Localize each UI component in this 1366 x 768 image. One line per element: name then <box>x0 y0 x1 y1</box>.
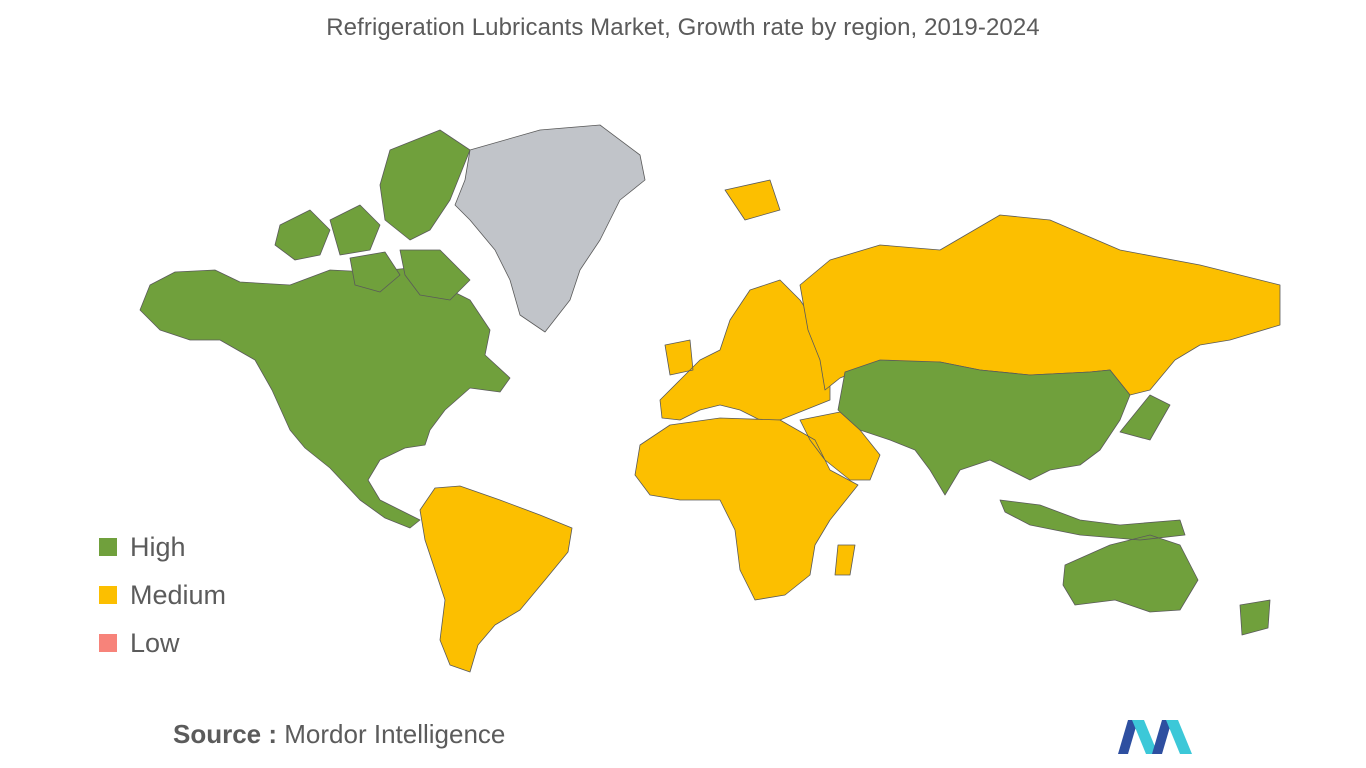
legend-label-high: High <box>130 531 186 562</box>
source-note: Source : Mordor Intelligence <box>173 719 505 750</box>
legend-label-medium: Medium <box>130 579 227 610</box>
legend-item-low: Low <box>99 619 226 667</box>
legend-label-low: Low <box>130 627 180 658</box>
region-middle-east-africa <box>634 411 881 601</box>
mordor-intelligence-logo <box>1118 720 1192 754</box>
source-name: Mordor Intelligence <box>284 719 506 749</box>
region-greenland <box>454 124 646 333</box>
source-prefix: Source : <box>173 719 278 749</box>
legend-item-high: High <box>99 523 226 571</box>
region-asia-pacific <box>837 359 1271 636</box>
region-europe <box>659 179 831 421</box>
region-north-america-arctic <box>274 129 471 301</box>
legend-item-medium: Medium <box>99 571 226 619</box>
legend: High Medium Low <box>99 523 226 667</box>
region-south-america <box>419 485 573 673</box>
legend-swatch-high <box>99 538 117 556</box>
legend-swatch-low <box>99 634 117 652</box>
world-map <box>139 124 1281 673</box>
chart-title: Refrigeration Lubricants Market, Growth … <box>326 14 1040 41</box>
legend-swatch-medium <box>99 586 117 604</box>
